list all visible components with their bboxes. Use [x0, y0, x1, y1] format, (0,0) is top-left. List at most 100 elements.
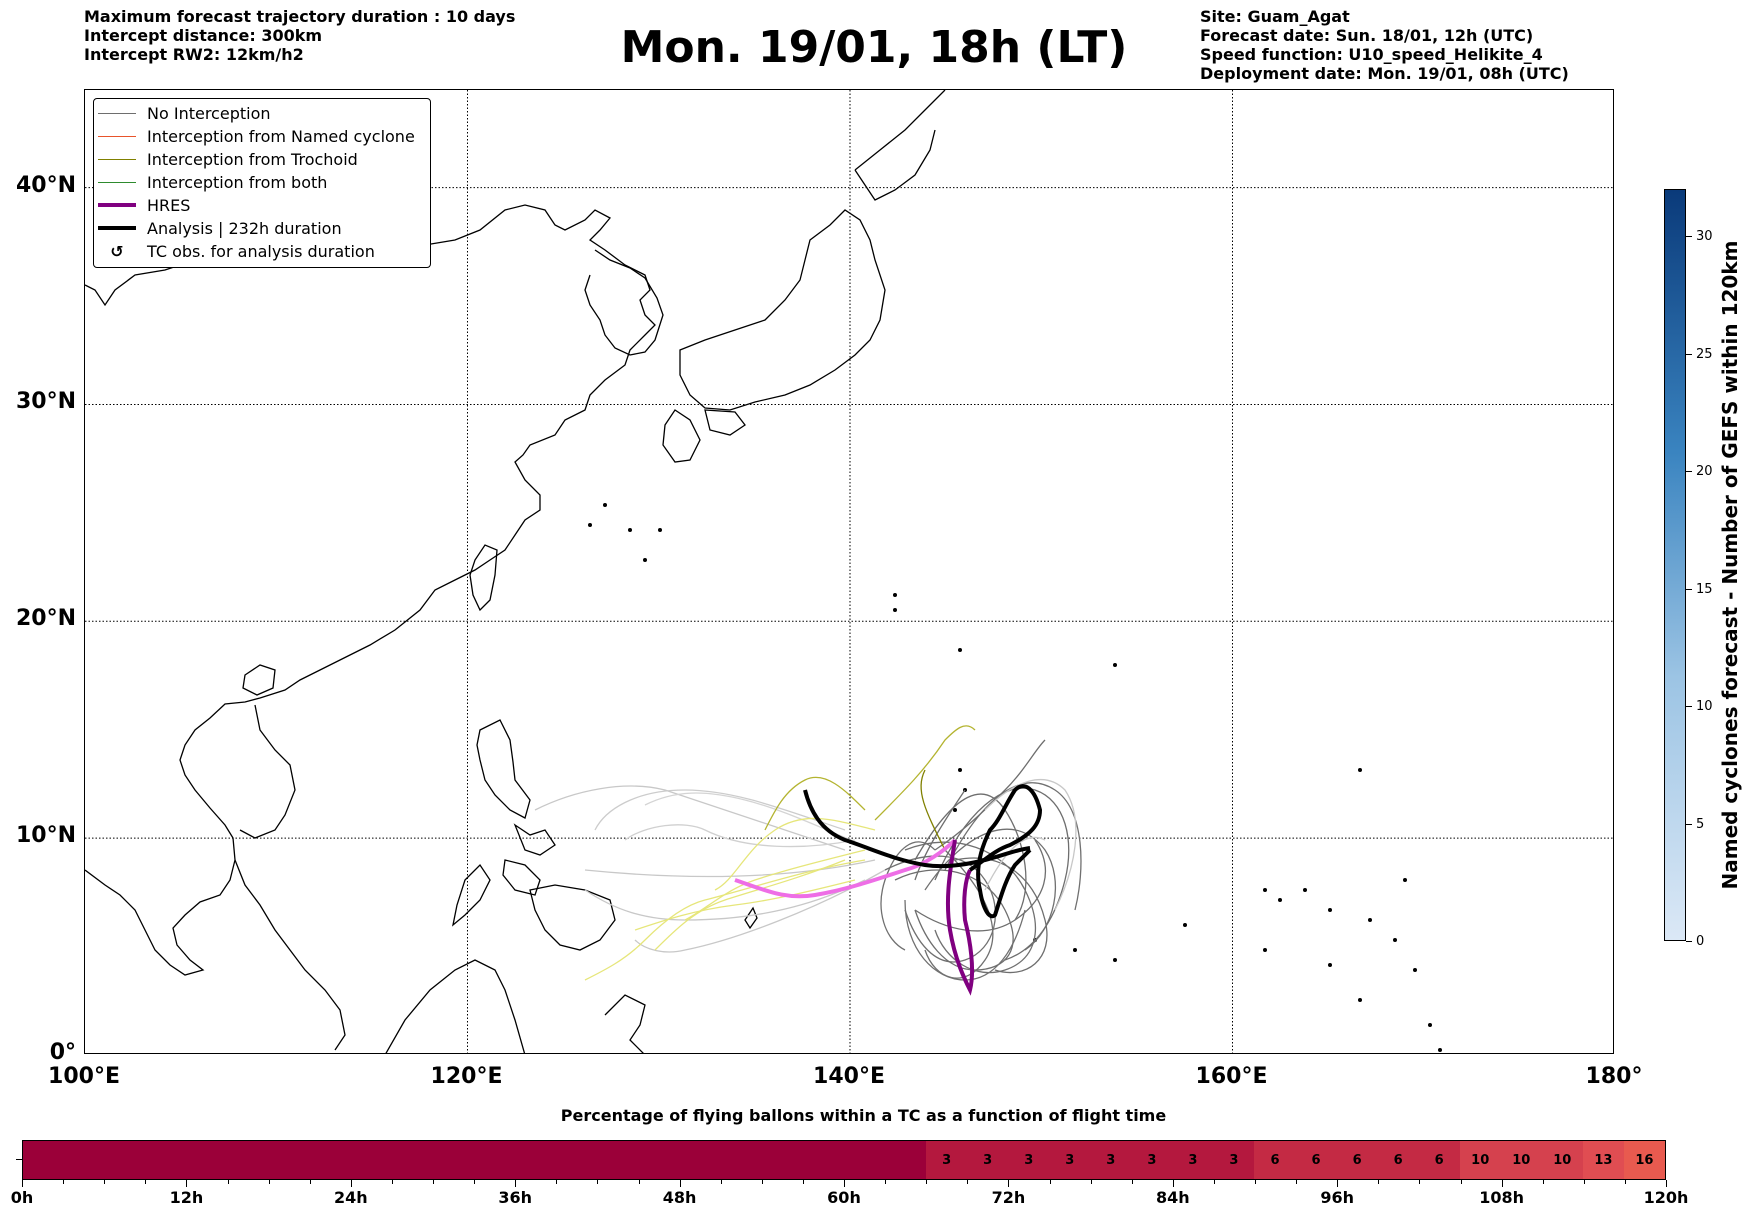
colorbar-label: 15: [1696, 581, 1713, 597]
flight-bar-segment: 10: [1541, 1141, 1583, 1179]
longitude-label: 120°E: [430, 1064, 503, 1089]
flight-bar-tick: [350, 1180, 352, 1187]
flight-bar-segment: 3: [1090, 1141, 1132, 1179]
flight-bar-tick: [638, 1180, 640, 1184]
legend: No Interception Interception from Named …: [93, 98, 431, 268]
flight-bar-tick: [227, 1180, 229, 1184]
longitude-label: 100°E: [48, 1064, 120, 1089]
legend-item-both: Interception from both: [94, 171, 430, 194]
flight-bar-tick: [104, 1180, 106, 1184]
flight-bar-segment: 6: [1336, 1141, 1378, 1179]
flight-bar-label: 84h: [1155, 1188, 1190, 1207]
flight-bar-label: 0h: [10, 1188, 34, 1207]
flight-bar-segment: 3: [1049, 1141, 1091, 1179]
map-panel[interactable]: [84, 89, 1614, 1054]
graticule: [85, 90, 1613, 1053]
legend-label: Analysis | 232h duration: [147, 219, 342, 238]
map-title: Mon. 19/01, 18h (LT): [620, 22, 1128, 73]
colorbar-label: 30: [1696, 229, 1713, 244]
flight-bar-segment: 3: [1213, 1141, 1255, 1179]
flight-bar-tick: [433, 1180, 434, 1184]
hres-light-track: [734, 838, 957, 899]
colorbar-tick: [1686, 353, 1692, 355]
intercept-distance-text: Intercept distance: 300km: [84, 26, 323, 45]
latitude-label: 40°N: [16, 172, 77, 198]
flight-bar-segment: 13: [1582, 1141, 1624, 1179]
colorbar: [1664, 189, 1686, 941]
coastlines: [85, 90, 946, 1053]
legend-item-named-cyclone: Interception from Named cyclone: [94, 125, 430, 148]
legend-swatch: [98, 226, 136, 230]
legend-label: No Interception: [147, 104, 271, 123]
legend-item-trochoid: Interception from Trochoid: [94, 148, 430, 171]
flight-bar-label: 72h: [991, 1188, 1026, 1207]
flight-bar-tick: [1172, 1180, 1174, 1187]
flight-bar-tick: [844, 1180, 845, 1187]
flight-bar-tick: [63, 1180, 65, 1184]
flight-bar-tick: [186, 1180, 188, 1187]
site-text: Site: Guam_Agat: [1200, 7, 1350, 26]
colorbar-label: 5: [1696, 816, 1705, 832]
flight-bar-tick: [1624, 1180, 1626, 1184]
flight-bar-segment: 6: [1254, 1141, 1296, 1179]
flight-bar-label: 48h: [662, 1188, 697, 1207]
flight-bar-tick: [1460, 1180, 1462, 1184]
legend-item-no-interception: No Interception: [94, 102, 430, 125]
flight-bar-segment: 10: [1459, 1141, 1501, 1179]
flight-bar-segment: 6: [1418, 1141, 1460, 1179]
legend-swatch: [98, 136, 136, 137]
legend-swatch: [98, 203, 136, 207]
flight-bar-segment: 6: [1377, 1141, 1419, 1179]
flight-bar-tick: [885, 1180, 887, 1184]
small-islands: [588, 503, 1442, 1052]
flight-bar-segment: [23, 1141, 927, 1179]
intercept-rw2-text: Intercept RW2: 12km/h2: [84, 45, 304, 64]
flight-bar-tick: [1666, 1180, 1667, 1187]
colorbar-tick: [1686, 941, 1692, 942]
analysis-track: [803, 784, 1043, 919]
trajectory-map: [85, 90, 1613, 1053]
flight-bar-label: 36h: [498, 1188, 533, 1207]
flight-bar-tick: [268, 1180, 270, 1184]
colorbar-tick: [1686, 588, 1692, 590]
flight-bar-tick: [145, 1180, 147, 1184]
longitude-label: 180°: [1585, 1064, 1643, 1089]
forecast-date-text: Forecast date: Sun. 18/01, 12h (UTC): [1200, 26, 1534, 45]
deployment-date-text: Deployment date: Mon. 19/01, 08h (UTC): [1200, 64, 1569, 83]
flight-bar-segment: 3: [1172, 1141, 1214, 1179]
latitude-label: 20°N: [16, 606, 77, 632]
legend-swatch: [98, 159, 136, 160]
legend-swatch: [98, 182, 136, 183]
flight-bar-label: 108h: [1479, 1188, 1524, 1207]
flight-bar-tick: [1501, 1180, 1503, 1187]
flight-bar-tick: [1255, 1180, 1256, 1184]
latitude-label: 10°N: [16, 823, 77, 849]
flight-bar-tick: [22, 1180, 23, 1187]
colorbar-tick: [1686, 706, 1692, 707]
flight-bar-tick: [391, 1180, 393, 1184]
colorbar-label: 25: [1696, 346, 1713, 362]
flight-bar-tick: [556, 1180, 558, 1184]
flight-bar-tick: [1213, 1180, 1215, 1184]
flight-bar-segment: 3: [1008, 1141, 1050, 1179]
flight-bar-label: 120h: [1643, 1188, 1689, 1207]
flight-bar-segment: 3: [926, 1141, 968, 1179]
hres-track: [945, 839, 975, 996]
longitude-label: 160°E: [1195, 1064, 1268, 1089]
flight-bar-label: 24h: [333, 1188, 368, 1207]
site-info: Site: Guam_Agat Forecast date: Sun. 18/0…: [1200, 7, 1569, 83]
legend-item-hres: HRES: [94, 194, 430, 217]
legend-label: TC obs. for analysis duration: [147, 242, 375, 261]
colorbar-tick: [1686, 471, 1692, 472]
flight-bar-tick: [720, 1180, 722, 1184]
legend-item-tc-obs: ↺ TC obs. for analysis duration: [94, 240, 430, 263]
colorbar-label: 20: [1696, 464, 1713, 479]
colorbar-title: Named cyclones forecast - Number of GEFS…: [1718, 240, 1742, 890]
flight-bar-tick: [1090, 1180, 1092, 1184]
flight-bar-label: 96h: [1320, 1188, 1355, 1207]
flight-bar-tick: [309, 1180, 311, 1184]
flight-bar-tick: [761, 1180, 763, 1184]
legend-label: Interception from Trochoid: [147, 150, 358, 169]
bar-y-tick: [16, 1159, 22, 1160]
flight-bar-tick: [1542, 1180, 1544, 1184]
